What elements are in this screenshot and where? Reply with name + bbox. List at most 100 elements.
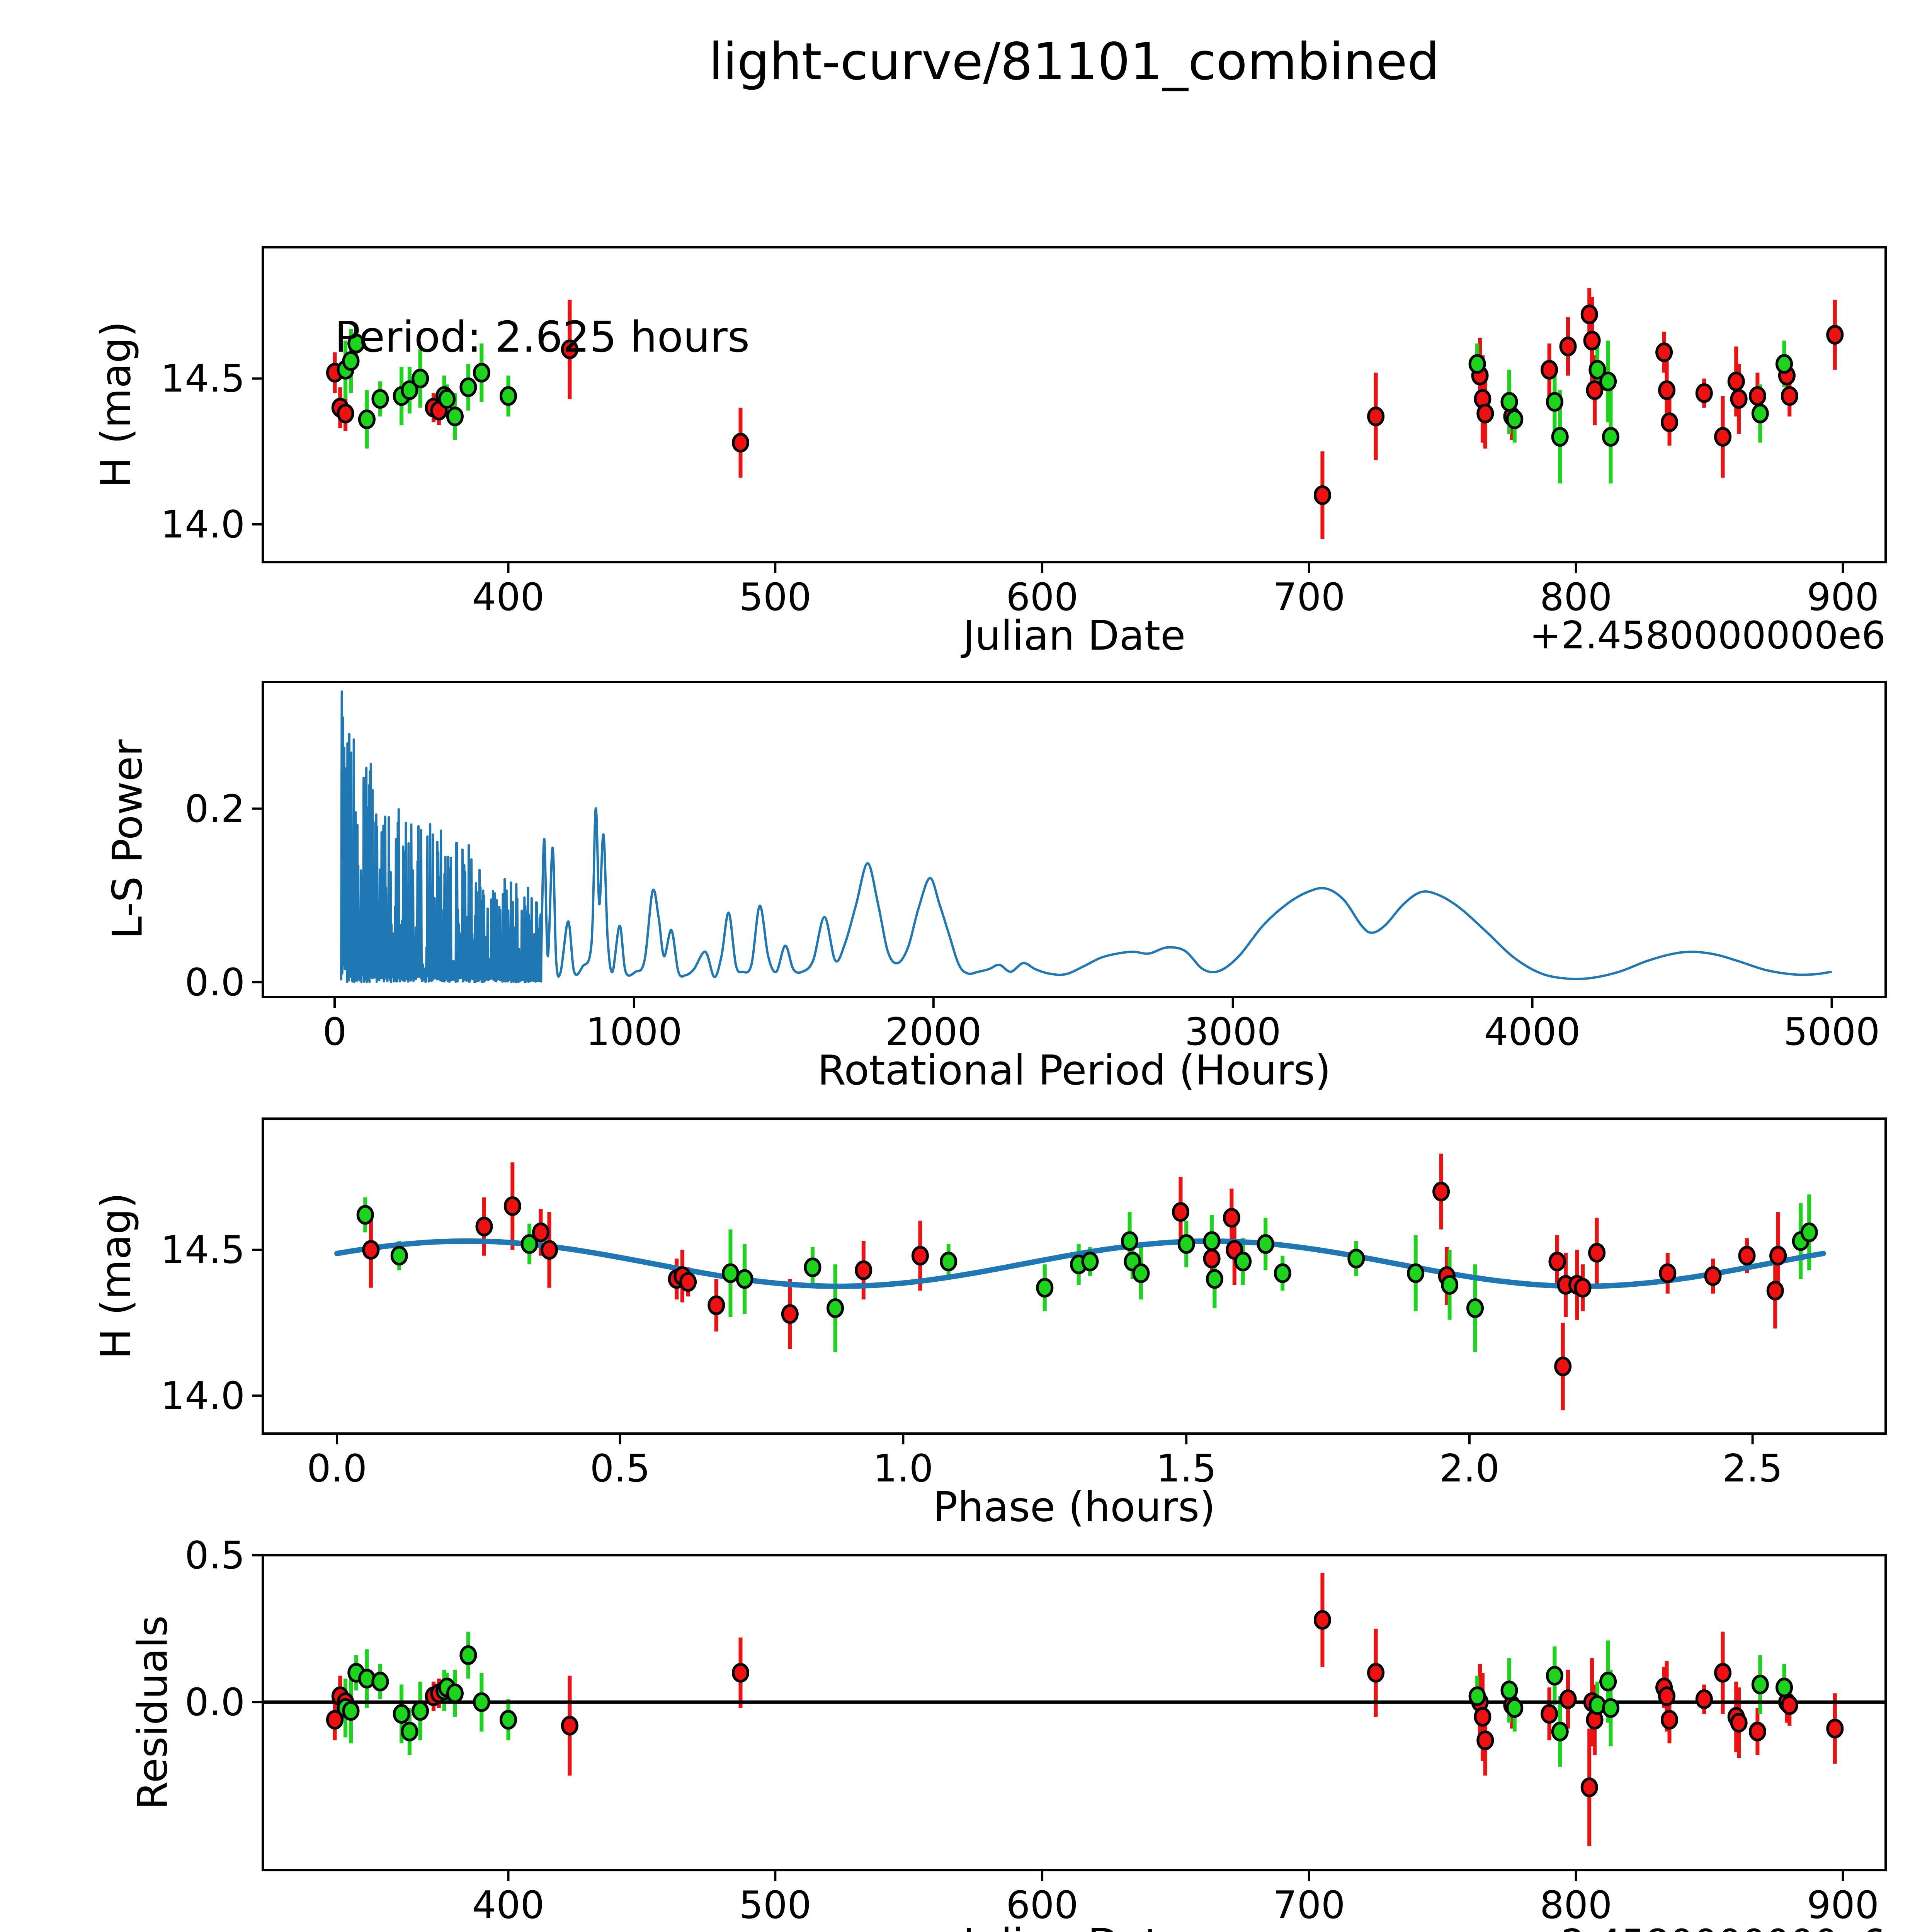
data-point-marker	[1659, 1263, 1677, 1283]
periodogram-ylabel: L-S Power	[104, 739, 151, 939]
y-tick-label: 0.0	[185, 961, 245, 1005]
data-point-marker	[541, 1240, 558, 1260]
data-point-marker	[1500, 392, 1518, 412]
data-point-marker	[1695, 1689, 1713, 1709]
data-point-marker	[1776, 1677, 1793, 1697]
data-point-marker	[732, 1663, 749, 1683]
data-point-marker	[438, 389, 456, 409]
data-point-marker	[781, 1304, 799, 1324]
data-point-marker	[1546, 392, 1563, 412]
phase-panel-ylabel: H (mag)	[92, 1192, 140, 1359]
period-annotation: Period: 2.625 hours	[335, 312, 750, 362]
data-point-marker	[446, 406, 464, 427]
data-point-marker	[475, 1216, 493, 1236]
x-tick-label: 500	[739, 1883, 811, 1927]
data-point-marker	[503, 1196, 521, 1216]
data-point-marker	[855, 1260, 872, 1280]
data-point-marker	[1468, 1686, 1486, 1706]
data-point-marker	[1580, 1777, 1598, 1798]
data-point-marker	[412, 1701, 429, 1721]
data-point-marker	[1751, 403, 1769, 423]
data-point-marker	[1313, 485, 1331, 505]
data-point-marker	[1695, 383, 1713, 403]
data-point-marker	[911, 1246, 929, 1266]
data-point-marker	[401, 1721, 418, 1742]
data-point-marker	[446, 1683, 464, 1703]
data-point-marker	[1658, 380, 1676, 400]
data-point-marker	[1441, 1275, 1459, 1295]
data-point-marker	[1588, 360, 1606, 380]
data-point-marker	[1121, 1231, 1139, 1251]
data-point-marker	[707, 1295, 725, 1315]
axes-spine	[262, 1117, 1887, 1435]
x-tick-label: 1000	[586, 1010, 682, 1054]
data-point-marker	[1347, 1248, 1365, 1269]
data-point-marker	[1826, 1719, 1844, 1739]
top-panel-xlabel: Julian Date	[963, 612, 1186, 660]
data-point-marker	[358, 409, 376, 429]
data-point-marker	[520, 1234, 538, 1254]
x-tick-label: 1.5	[1156, 1447, 1216, 1491]
data-point-marker	[1132, 1263, 1150, 1283]
data-point-marker	[342, 351, 360, 371]
data-point-marker	[1541, 360, 1558, 380]
y-tick-label: 14.0	[161, 503, 245, 547]
data-point-marker	[1748, 1721, 1766, 1742]
data-point-marker	[1580, 304, 1598, 325]
top-panel-ylabel: H (mag)	[92, 321, 140, 488]
data-point-marker	[1554, 1356, 1572, 1376]
y-tick-label: 14.0	[161, 1374, 245, 1418]
data-point-marker	[1800, 1222, 1818, 1242]
data-point-marker	[1751, 1675, 1769, 1694]
data-point-marker	[1203, 1231, 1221, 1251]
x-tick-label: 900	[1807, 1883, 1879, 1927]
data-point-marker	[1661, 412, 1678, 432]
top-panel-axis-offset-text: +2.4580000000e6	[1529, 614, 1886, 658]
data-point-marker	[500, 1710, 517, 1730]
y-tick-label: 14.5	[161, 357, 245, 401]
residuals-panel-axis-offset-text: +2.4580000000e6	[1529, 1922, 1886, 1932]
data-point-marker	[561, 339, 578, 359]
x-tick-label: 1.0	[873, 1447, 933, 1491]
x-tick-label: 4000	[1484, 1010, 1580, 1054]
data-point-marker	[1036, 1278, 1054, 1298]
data-point-marker	[1172, 1202, 1189, 1222]
data-point-marker	[390, 1246, 408, 1266]
phase-panel-xlabel: Phase (hours)	[933, 1483, 1216, 1531]
data-point-marker	[1313, 1610, 1331, 1630]
data-point-marker	[1586, 380, 1604, 400]
x-tick-label: 2000	[885, 1010, 981, 1054]
axes-spine	[262, 681, 1887, 998]
y-tick-label: 14.5	[161, 1228, 245, 1272]
residuals-panel-ylabel: Residuals	[129, 1615, 177, 1810]
data-point-marker	[326, 1710, 344, 1730]
data-point-marker	[1661, 1710, 1678, 1730]
data-point-marker	[736, 1269, 753, 1289]
data-point-marker	[1548, 1252, 1566, 1272]
data-point-marker	[1599, 1672, 1617, 1692]
data-point-marker	[500, 386, 517, 406]
data-point-marker	[342, 1701, 360, 1721]
data-point-marker	[1474, 1707, 1492, 1727]
data-point-marker	[1826, 325, 1844, 345]
data-point-marker	[732, 433, 749, 453]
axes-spine	[262, 246, 1887, 563]
data-point-marker	[1541, 1704, 1558, 1724]
data-point-marker	[337, 403, 354, 423]
data-point-marker	[1367, 1663, 1385, 1683]
x-tick-label: 800	[1540, 1883, 1612, 1927]
x-tick-label: 2.0	[1439, 1447, 1500, 1491]
data-point-marker	[1727, 371, 1745, 391]
data-point-marker	[1274, 1263, 1291, 1283]
data-point-marker	[561, 1716, 578, 1736]
x-tick-label: 0.5	[590, 1447, 650, 1491]
data-point-marker	[679, 1272, 697, 1292]
data-point-marker	[1203, 1248, 1221, 1269]
data-point-marker	[1766, 1281, 1784, 1301]
data-point-marker	[371, 389, 389, 409]
data-point-marker	[804, 1257, 821, 1277]
data-point-marker	[827, 1298, 844, 1318]
data-point-marker	[1407, 1263, 1425, 1283]
data-point-marker	[1574, 1278, 1592, 1298]
